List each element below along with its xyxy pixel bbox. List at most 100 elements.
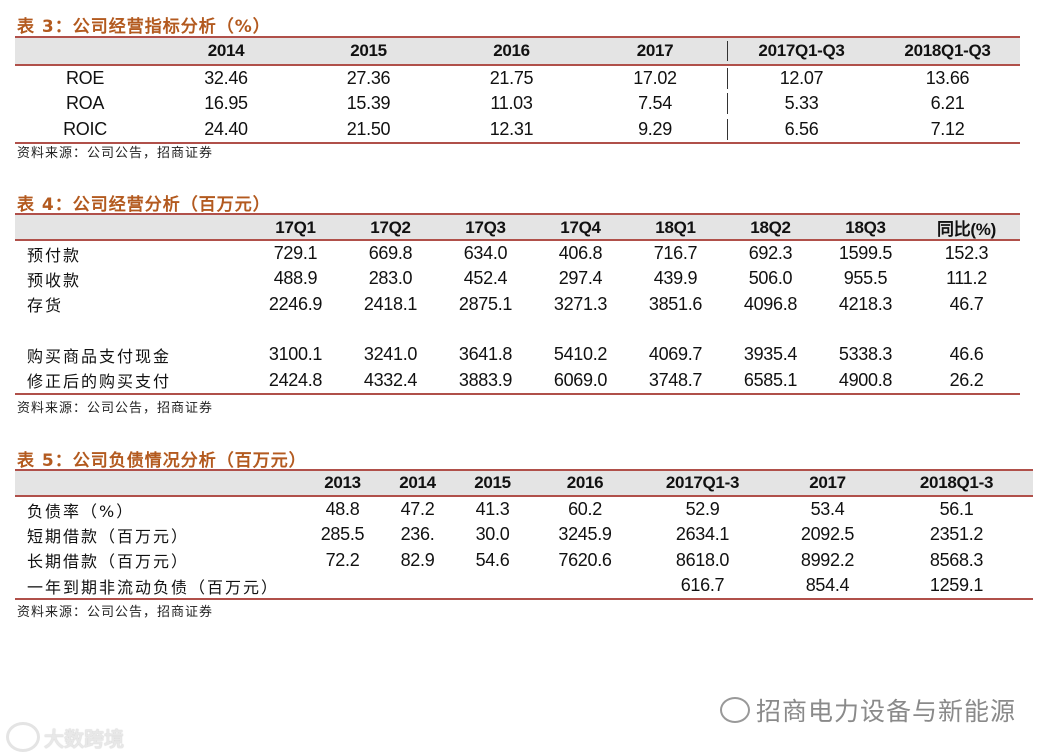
table3-source: 资料来源：公司公告，招商证券 [17, 146, 214, 161]
table-cell: 7.12 [930, 118, 965, 139]
table-cell: 11.03 [490, 93, 533, 114]
row-label: ROIC [63, 118, 107, 139]
table-row: 预收款 488.9 283.0 452.4 297.4 439.9 506.0 955.5 11… [15, 266, 1020, 291]
table-cell: 27.36 [346, 67, 391, 88]
column-header: 2016 [566, 473, 604, 492]
table-cell: 152.3 [944, 243, 989, 264]
table-cell: 3851.6 [648, 293, 703, 314]
logo-text: 大数跨境 [44, 726, 124, 751]
table-cell: 7.54 [638, 93, 672, 114]
table-cell: 3935.4 [743, 344, 798, 365]
table-cell: 5338.3 [838, 344, 893, 365]
table-cell: 21.50 [346, 118, 391, 139]
table4-source: 资料来源：公司公告，招商证券 [17, 401, 214, 416]
table-row: 购买商品支付现金 3100.1 3241.0 3641.8 5410.2 4069.7 39… [15, 342, 1020, 367]
table-cell: 3241.0 [363, 344, 418, 365]
table-cell: 82.9 [400, 549, 435, 570]
table4-title: 表 4：公司经营分析（百万元） [17, 195, 271, 215]
table-cell: 8618.0 [675, 549, 730, 570]
column-header: 17Q2 [370, 217, 411, 237]
table-cell: 56.1 [939, 499, 974, 520]
row-label: 一年到期非流动负债（百万元） [27, 577, 280, 597]
column-header: 2014 [207, 40, 245, 60]
table-cell: 47.2 [400, 499, 435, 520]
row-label: 长期借款（百万元） [27, 552, 190, 572]
table-cell: 3748.7 [648, 369, 703, 390]
column-header: 17Q1 [275, 217, 316, 237]
table-cell: 60.2 [568, 499, 602, 520]
table-row: ROE 32.46 27.36 21.75 17.02 12.07 13.66 [15, 66, 1020, 92]
table-cell: 669.8 [368, 243, 413, 264]
table-cell: 1599.5 [838, 243, 893, 264]
table-cell: 488.9 [273, 268, 318, 289]
table-row: 修正后的购买支付 2424.8 4332.4 3883.9 6069.0 3748.7 65… [15, 367, 1020, 392]
table-cell: 4096.8 [743, 293, 798, 314]
table-cell: 2875.1 [458, 293, 513, 314]
table-cell: 54.6 [475, 549, 510, 570]
column-header: 2015 [350, 40, 387, 60]
logo-icon [6, 722, 40, 752]
table3-title: 表 3：公司经营指标分析（%） [17, 17, 271, 37]
table-cell: 6.21 [930, 93, 965, 114]
table-row: 一年到期非流动负债（百万元） 616.7 854.4 1259.1 [15, 573, 1033, 598]
row-label: 购买商品支付现金 [27, 346, 172, 366]
table-cell: 955.5 [843, 268, 888, 289]
table-cell: 1259.1 [929, 575, 984, 596]
table-cell: 4218.3 [838, 293, 893, 314]
row-label: 预付款 [27, 245, 82, 265]
table-cell: 41.3 [475, 499, 510, 520]
row-label: 短期借款（百万元） [27, 526, 190, 546]
table-header-row: 17Q1 17Q2 17Q3 17Q4 18Q1 18Q2 18Q3 同比(%) [15, 215, 1020, 241]
column-header: 2017 [809, 473, 846, 492]
table-cell: 13.66 [925, 67, 970, 88]
column-header: 2015 [474, 473, 511, 492]
table-cell: 17.02 [633, 67, 677, 88]
table-cell: 2092.5 [800, 524, 855, 545]
table-cell: 72.2 [325, 549, 360, 570]
table-header-row: 2013 2014 2015 2016 2017Q1-3 2017 2018Q1-3 [15, 471, 1033, 497]
table-row: 负债率（%） 48.8 47.2 41.3 60.2 52.9 53.4 56.1 [15, 497, 1033, 522]
table-cell: 506.0 [748, 268, 793, 289]
table-cell: 24.40 [204, 118, 248, 139]
table-cell: 5410.2 [553, 344, 608, 365]
table-row: 预付款 729.1 669.8 634.0 406.8 716.7 692.3 1599.5 1… [15, 241, 1020, 266]
column-header: 2017 [636, 40, 674, 60]
table-cell: 729.1 [273, 243, 318, 264]
row-label: ROE [65, 67, 105, 88]
watermark: 招商电力设备与新能源 [720, 692, 1016, 728]
table-cell: 26.2 [949, 369, 984, 390]
table-cell: 48.8 [325, 499, 360, 520]
table5-source: 资料来源：公司公告，招商证券 [17, 605, 214, 620]
table-cell: 4069.7 [648, 344, 703, 365]
column-header: 2014 [399, 473, 436, 492]
wechat-icon [720, 697, 750, 723]
table-row: ROIC 24.40 21.50 12.31 9.29 6.56 7.12 [15, 117, 1020, 143]
column-header: 2017Q1-3 [665, 473, 740, 492]
column-header: 2016 [493, 40, 530, 60]
column-header: 2018Q1-3 [919, 473, 994, 492]
table-cell: 285.5 [320, 524, 365, 545]
table-cell: 5.33 [727, 93, 875, 115]
table-cell: 46.6 [949, 344, 984, 365]
table-cell: 6585.1 [743, 369, 798, 390]
table-cell: 283.0 [368, 268, 413, 289]
column-header: 18Q3 [845, 217, 886, 237]
table-row: 长期借款（百万元） 72.2 82.9 54.6 7620.6 8618.0 8992.2 8… [15, 548, 1033, 573]
table-cell: 3883.9 [458, 369, 513, 390]
table-row: 存货 2246.9 2418.1 2875.1 3271.3 3851.6 4096.8 42… [15, 292, 1020, 317]
table-cell: 111.2 [946, 268, 987, 289]
row-label: ROA [65, 93, 105, 114]
table-cell: 634.0 [463, 243, 508, 264]
table-cell: 616.7 [680, 575, 725, 596]
logo: 大数跨境 [6, 722, 124, 752]
table-cell: 52.9 [685, 499, 720, 520]
row-label: 负债率（%） [27, 501, 135, 521]
column-header: 2017Q1-Q3 [727, 40, 875, 61]
table-cell: 297.4 [558, 268, 603, 289]
table3-operating-indicators: 2014 2015 2016 2017 2017Q1-Q3 2018Q1-Q3 ROE 32.… [15, 36, 1020, 144]
table-cell: 8568.3 [929, 549, 984, 570]
table-cell: 2418.1 [363, 293, 418, 314]
table-cell: 854.4 [805, 575, 850, 596]
table-row [15, 317, 1020, 342]
table-cell: 30.0 [475, 524, 510, 545]
